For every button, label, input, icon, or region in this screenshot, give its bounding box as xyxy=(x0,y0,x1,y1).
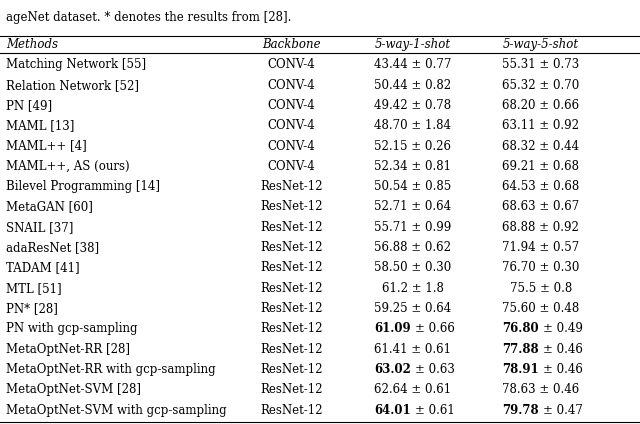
Text: ± 0.66: ± 0.66 xyxy=(415,322,454,335)
Text: SNAIL [37]: SNAIL [37] xyxy=(6,221,74,234)
Text: adaResNet [38]: adaResNet [38] xyxy=(6,241,100,254)
Text: ResNet-12: ResNet-12 xyxy=(260,302,323,315)
Text: 71.94 ± 0.57: 71.94 ± 0.57 xyxy=(502,241,579,254)
Text: CONV-4: CONV-4 xyxy=(268,160,315,173)
Text: ResNet-12: ResNet-12 xyxy=(260,201,323,213)
Text: PN* [28]: PN* [28] xyxy=(6,302,58,315)
Text: 50.44 ± 0.82: 50.44 ± 0.82 xyxy=(374,79,451,92)
Text: 58.50 ± 0.30: 58.50 ± 0.30 xyxy=(374,262,451,274)
Text: ageNet dataset. * denotes the results from [28].: ageNet dataset. * denotes the results fr… xyxy=(6,11,292,24)
Text: 49.42 ± 0.78: 49.42 ± 0.78 xyxy=(374,99,451,112)
Text: PN [49]: PN [49] xyxy=(6,99,52,112)
Text: 63.02: 63.02 xyxy=(374,363,411,376)
Text: 61.2 ± 1.8: 61.2 ± 1.8 xyxy=(382,282,444,295)
Text: 76.80: 76.80 xyxy=(502,322,539,335)
Text: MAML [13]: MAML [13] xyxy=(6,119,75,132)
Text: 68.63 ± 0.67: 68.63 ± 0.67 xyxy=(502,201,579,213)
Text: 78.91: 78.91 xyxy=(502,363,539,376)
Text: ± 0.63: ± 0.63 xyxy=(415,363,454,376)
Text: 69.21 ± 0.68: 69.21 ± 0.68 xyxy=(502,160,579,173)
Text: 5-way-1-shot: 5-way-1-shot xyxy=(375,38,451,51)
Text: 52.15 ± 0.26: 52.15 ± 0.26 xyxy=(374,139,451,153)
Text: CONV-4: CONV-4 xyxy=(268,139,315,153)
Text: Matching Network [55]: Matching Network [55] xyxy=(6,59,147,71)
Text: CONV-4: CONV-4 xyxy=(268,119,315,132)
Text: 68.20 ± 0.66: 68.20 ± 0.66 xyxy=(502,99,579,112)
Text: MAML++, AS (ours): MAML++, AS (ours) xyxy=(6,160,130,173)
Text: 76.70 ± 0.30: 76.70 ± 0.30 xyxy=(502,262,579,274)
Text: 64.01: 64.01 xyxy=(374,404,411,416)
Text: ResNet-12: ResNet-12 xyxy=(260,383,323,396)
Text: 61.41 ± 0.61: 61.41 ± 0.61 xyxy=(374,343,451,356)
Text: 68.32 ± 0.44: 68.32 ± 0.44 xyxy=(502,139,579,153)
Text: 61.09: 61.09 xyxy=(374,322,411,335)
Text: ResNet-12: ResNet-12 xyxy=(260,404,323,416)
Text: 55.71 ± 0.99: 55.71 ± 0.99 xyxy=(374,221,451,234)
Text: Backbone: Backbone xyxy=(262,38,321,51)
Text: Methods: Methods xyxy=(6,38,58,51)
Text: ± 0.49: ± 0.49 xyxy=(543,322,582,335)
Text: CONV-4: CONV-4 xyxy=(268,59,315,71)
Text: ResNet-12: ResNet-12 xyxy=(260,282,323,295)
Text: ResNet-12: ResNet-12 xyxy=(260,343,323,356)
Text: ResNet-12: ResNet-12 xyxy=(260,180,323,193)
Text: ResNet-12: ResNet-12 xyxy=(260,363,323,376)
Text: MAML++ [4]: MAML++ [4] xyxy=(6,139,87,153)
Text: 55.31 ± 0.73: 55.31 ± 0.73 xyxy=(502,59,579,71)
Text: ± 0.47: ± 0.47 xyxy=(543,404,582,416)
Text: CONV-4: CONV-4 xyxy=(268,79,315,92)
Text: TADAM [41]: TADAM [41] xyxy=(6,262,80,274)
Text: MetaGAN [60]: MetaGAN [60] xyxy=(6,201,93,213)
Text: 78.63 ± 0.46: 78.63 ± 0.46 xyxy=(502,383,579,396)
Text: 68.88 ± 0.92: 68.88 ± 0.92 xyxy=(502,221,579,234)
Text: MetaOptNet-RR [28]: MetaOptNet-RR [28] xyxy=(6,343,131,356)
Text: 50.54 ± 0.85: 50.54 ± 0.85 xyxy=(374,180,451,193)
Text: 75.60 ± 0.48: 75.60 ± 0.48 xyxy=(502,302,579,315)
Text: 59.25 ± 0.64: 59.25 ± 0.64 xyxy=(374,302,451,315)
Text: 56.88 ± 0.62: 56.88 ± 0.62 xyxy=(374,241,451,254)
Text: 48.70 ± 1.84: 48.70 ± 1.84 xyxy=(374,119,451,132)
Text: ResNet-12: ResNet-12 xyxy=(260,241,323,254)
Text: 43.44 ± 0.77: 43.44 ± 0.77 xyxy=(374,59,451,71)
Text: 64.53 ± 0.68: 64.53 ± 0.68 xyxy=(502,180,579,193)
Text: 79.78: 79.78 xyxy=(502,404,539,416)
Text: ResNet-12: ResNet-12 xyxy=(260,221,323,234)
Text: Bilevel Programming [14]: Bilevel Programming [14] xyxy=(6,180,161,193)
Text: MetaOptNet-RR with gcp-sampling: MetaOptNet-RR with gcp-sampling xyxy=(6,363,216,376)
Text: 62.64 ± 0.61: 62.64 ± 0.61 xyxy=(374,383,451,396)
Text: 75.5 ± 0.8: 75.5 ± 0.8 xyxy=(509,282,572,295)
Text: Relation Network [52]: Relation Network [52] xyxy=(6,79,140,92)
Text: PN with gcp-sampling: PN with gcp-sampling xyxy=(6,322,138,335)
Text: ResNet-12: ResNet-12 xyxy=(260,262,323,274)
Text: ResNet-12: ResNet-12 xyxy=(260,322,323,335)
Text: 63.11 ± 0.92: 63.11 ± 0.92 xyxy=(502,119,579,132)
Text: 5-way-5-shot: 5-way-5-shot xyxy=(503,38,579,51)
Text: 77.88: 77.88 xyxy=(502,343,539,356)
Text: 52.71 ± 0.64: 52.71 ± 0.64 xyxy=(374,201,451,213)
Text: CONV-4: CONV-4 xyxy=(268,99,315,112)
Text: MTL [51]: MTL [51] xyxy=(6,282,62,295)
Text: 52.34 ± 0.81: 52.34 ± 0.81 xyxy=(374,160,451,173)
Text: ± 0.46: ± 0.46 xyxy=(543,363,582,376)
Text: MetaOptNet-SVM with gcp-sampling: MetaOptNet-SVM with gcp-sampling xyxy=(6,404,227,416)
Text: ± 0.46: ± 0.46 xyxy=(543,343,582,356)
Text: ± 0.61: ± 0.61 xyxy=(415,404,454,416)
Text: 65.32 ± 0.70: 65.32 ± 0.70 xyxy=(502,79,579,92)
Text: MetaOptNet-SVM [28]: MetaOptNet-SVM [28] xyxy=(6,383,141,396)
